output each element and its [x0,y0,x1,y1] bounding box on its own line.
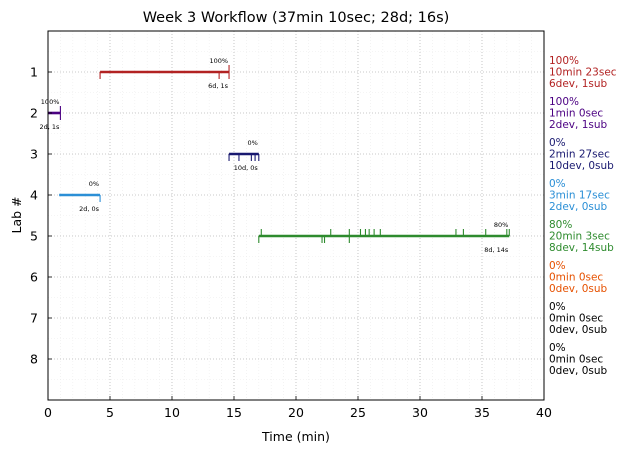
y-tick-label: 5 [30,229,38,244]
x-axis-ticks: 0 5 10 15 20 25 30 35 40 [44,396,552,420]
x-tick-label: 0 [44,405,52,420]
y-tick-label: 6 [30,270,38,285]
side-label-time: 0min 0sec [549,272,603,284]
side-label-time: 3min 17sec [549,190,610,202]
side-label-counts: 2dev, 0sub [549,201,608,213]
x-tick-label: 35 [474,405,490,420]
y-axis-ticks: 1 2 3 4 5 6 7 8 [30,65,52,367]
lab-bars: 100% 6d, 1s 100% 2d, 1s 0% 10d, 0s 0% 2d, 0s 80%… [39,57,510,254]
side-label-pct: 0% [549,301,566,313]
x-tick-label: 25 [350,405,366,420]
side-label-pct: 100% [549,96,579,108]
y-tick-label: 1 [30,65,38,80]
lab-bar-group: 100% 2d, 1s [39,98,61,131]
side-label-counts: 0dev, 0sub [549,283,608,295]
bar-count-label: 10d, 0s [234,164,259,172]
side-label-counts: 8dev, 14sub [549,242,614,254]
bar-percent-label: 0% [89,180,99,188]
bar-count-label: 2d, 1s [39,123,60,131]
lab-bar-group: 0% 10d, 0s [228,139,260,172]
bar-count-label: 2d, 0s [79,205,100,213]
chart-title: Week 3 Workflow (37min 10sec; 28d; 16s) [143,10,450,26]
x-tick-label: 40 [536,405,552,420]
lab-bar-group: 0% 2d, 0s [59,180,101,213]
bar-percent-label: 100% [41,98,60,106]
side-label-time: 20min 3sec [549,231,610,243]
side-label-pct: 0% [549,260,566,272]
x-tick-label: 5 [106,405,114,420]
y-axis-label: Lab # [9,196,24,233]
y-tick-label: 2 [30,106,38,121]
side-label-pct: 0% [549,342,566,354]
lab-bar-group: 80% 8d, 14s [258,221,510,254]
bar-percent-label: 100% [209,57,228,65]
side-label-counts: 10dev, 0sub [549,160,614,172]
x-tick-label: 10 [164,405,180,420]
bar-count-label: 8d, 14s [484,246,509,254]
side-label-time: 2min 27sec [549,149,610,161]
side-label-time: 1min 0sec [549,108,603,120]
side-label-counts: 2dev, 1sub [549,119,608,131]
side-label-time: 0min 0sec [549,354,603,366]
bar-count-label: 6d, 1s [208,82,229,90]
y-tick-label: 4 [30,188,38,203]
side-label-counts: 0dev, 0sub [549,365,608,377]
y-tick-label: 7 [30,311,38,326]
y-tick-label: 3 [30,147,38,162]
side-label-pct: 0% [549,137,566,149]
side-label-time: 10min 23sec [549,67,617,79]
x-axis-label: Time (min) [261,429,330,444]
bar-percent-label: 80% [494,221,508,229]
minor-grid [48,31,544,400]
side-label-pct: 100% [549,55,579,67]
side-label-time: 0min 0sec [549,313,603,325]
x-tick-label: 30 [412,405,428,420]
major-grid [47,31,545,400]
y-tick-label: 8 [30,352,38,367]
lab-bar-group: 100% 6d, 1s [99,57,230,90]
side-label-counts: 0dev, 0sub [549,324,608,336]
bar-percent-label: 0% [247,139,257,147]
x-tick-label: 15 [226,405,242,420]
plot-frame [47,30,545,401]
side-label-counts: 6dev, 1sub [549,78,608,90]
x-tick-label: 20 [288,405,304,420]
side-label-pct: 80% [549,219,572,231]
side-label-pct: 0% [549,178,566,190]
